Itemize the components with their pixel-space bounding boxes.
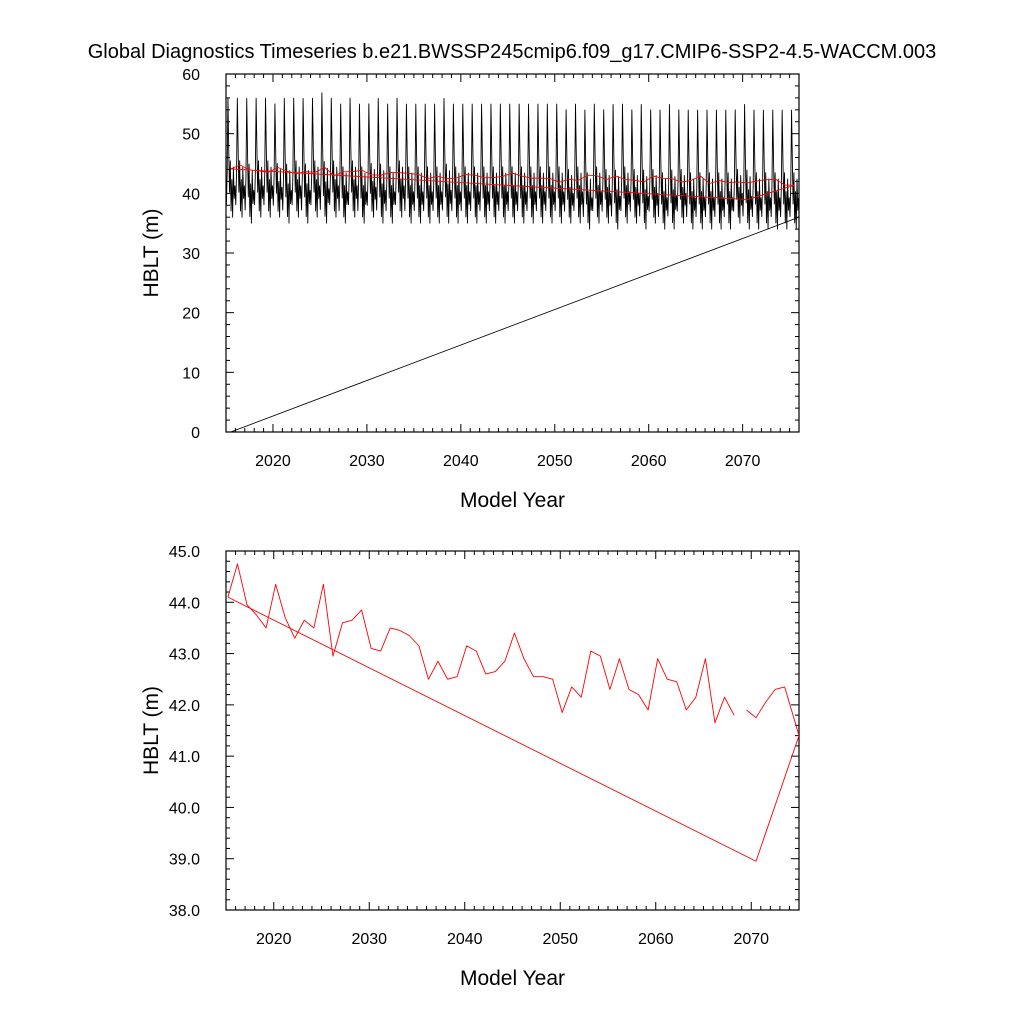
y-tick-label: 44.0 <box>169 595 200 612</box>
y-tick-label: 41.0 <box>169 749 200 766</box>
y-tick-label: 42.0 <box>169 698 200 715</box>
y-axis-label: HBLT (m) <box>140 686 163 775</box>
top-chart-panel: 2020 2030 2040 2050 2060 20700102030405060Mod… <box>140 67 800 512</box>
x-tick-label: 2070 <box>725 453 761 470</box>
y-tick-label: 20 <box>182 306 200 323</box>
x-tick-label: 2040 <box>447 931 483 948</box>
x-tick-label: 2020 <box>255 453 291 470</box>
annual-mean-line <box>227 563 735 724</box>
x-tick-label: 2020 <box>256 931 292 948</box>
monthly-series-line <box>226 92 799 230</box>
bottom-chart-panel: 2020 2030 2040 2050 2060 2070 38.0 39.0 40.0 41.0… <box>140 544 800 990</box>
y-tick-label: 45.0 <box>169 544 200 561</box>
y-tick-label: 50 <box>182 127 200 144</box>
y-tick-label: 39.0 <box>169 852 200 869</box>
x-tick-label: 2030 <box>351 931 387 948</box>
y-tick-label: 43.0 <box>169 647 200 664</box>
y-tick-label: 0 <box>191 425 200 442</box>
annual-mean-line <box>230 164 795 201</box>
x-axis: 2020 2030 2040 2050 2060 2070 <box>225 74 800 470</box>
x-axis-label: Model Year <box>460 967 565 990</box>
x-tick-label: 2030 <box>349 453 385 470</box>
figure-title: Global Diagnostics Timeseries b.e21.BWSS… <box>88 41 937 63</box>
y-tick-label: 10 <box>182 365 200 382</box>
x-tick-label: 2060 <box>638 931 674 948</box>
x-tick-label: 2070 <box>733 931 769 948</box>
x-tick-label: 2060 <box>631 453 667 470</box>
x-tick-label: 2050 <box>537 453 573 470</box>
y-tick-label: 30 <box>182 246 200 263</box>
drift-line <box>230 216 799 432</box>
x-tick-label: 2040 <box>443 453 479 470</box>
y-tick-label: 40 <box>182 186 200 203</box>
series-group <box>227 563 799 862</box>
y-tick-label: 38.0 <box>169 903 200 920</box>
y-tick-label: 40.0 <box>169 800 200 817</box>
x-tick-label: 2050 <box>542 931 578 948</box>
annual-mean-line <box>227 596 799 862</box>
x-axis: 2020 2030 2040 2050 2060 2070 <box>225 551 800 948</box>
y-axis: 0 10 20 30 40 50 60 <box>182 67 799 442</box>
y-axis-label: HBLT (m) <box>140 208 163 297</box>
y-axis: 38.0 39.0 40.0 41.0 42.0 43.0 44.0 45.0 <box>169 544 799 920</box>
x-axis-label: Model Year <box>460 489 565 512</box>
series-group <box>226 92 799 432</box>
plot-frame <box>225 550 800 911</box>
y-tick-label: 60 <box>182 67 200 84</box>
